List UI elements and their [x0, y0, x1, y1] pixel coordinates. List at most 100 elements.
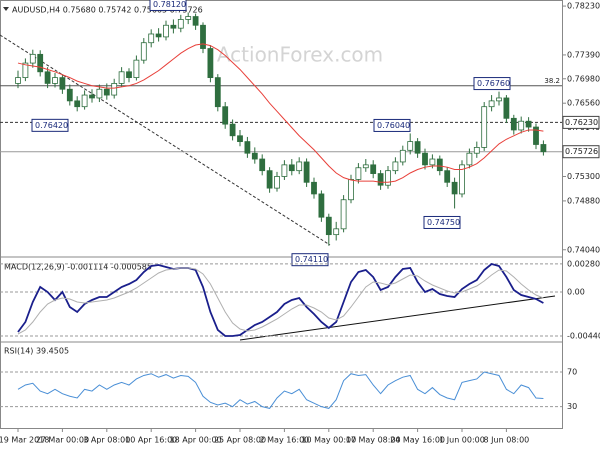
price-annotation-label: 0.76760 [477, 79, 510, 88]
candle-body [422, 152, 428, 166]
candle-body [333, 228, 340, 236]
candle-body [370, 164, 377, 174]
level-label: 0.76230 [565, 118, 598, 127]
price-annotation-label: 0.76040 [377, 121, 410, 130]
candle-body [37, 53, 44, 73]
indicator-line [17, 371, 544, 409]
candle-body [525, 120, 532, 128]
fib-label: 38.2 [544, 77, 560, 85]
x-tick-label: 19 Mar 2018 [0, 436, 49, 445]
price-annotation-label: 0.78120 [153, 0, 186, 9]
candle-body [281, 164, 288, 177]
candle-body [44, 71, 51, 84]
level-label: 0.75726 [565, 147, 598, 156]
candle-body [503, 97, 510, 119]
candle-body [377, 173, 384, 186]
candle-body [311, 181, 317, 195]
candle-body [348, 178, 354, 201]
candle-body [510, 117, 517, 131]
candle-body [481, 106, 488, 148]
indicator-line [17, 263, 544, 337]
indicator-title: RSI(14) 39.4505 [4, 347, 69, 356]
candle-body [118, 71, 125, 84]
candle-body [148, 33, 155, 44]
candle-body [488, 100, 495, 108]
indicator-title: MACD(12,26,9) -0.001114 -0.000585 [4, 263, 152, 272]
candle-body [266, 170, 273, 189]
candle-body [244, 141, 251, 154]
candle-body [451, 181, 458, 195]
candle-body [59, 77, 66, 90]
candle-body [407, 141, 414, 151]
candle-body [229, 123, 236, 137]
candle-body [362, 164, 369, 169]
candle-body [170, 24, 177, 29]
candle-body [29, 53, 36, 64]
candle-body [15, 77, 21, 84]
x-tick-label: 18 Apr 00:00 [170, 436, 222, 445]
candle-body [296, 161, 303, 172]
price-annotation [31, 118, 69, 132]
candle-body [66, 88, 73, 102]
price-annotation [149, 0, 187, 11]
trendline [0, 34, 331, 246]
candle-body [155, 33, 162, 38]
price-annotation [291, 253, 329, 267]
candle-body [140, 42, 147, 61]
y-tick-label: 0.75300 [567, 172, 600, 181]
y-tick-label: 0.002809 [567, 259, 600, 268]
y-tick-label: -0.004403 [567, 332, 600, 341]
y-tick-label: 0.77390 [567, 50, 600, 59]
x-tick-label: 2 May 16:00 [260, 436, 310, 445]
candle-body [392, 161, 399, 172]
price-annotation [473, 77, 511, 91]
candle-body [200, 24, 206, 49]
candle-body [177, 19, 184, 29]
candle-body [533, 126, 539, 145]
watermark: ActionForex.com [217, 43, 383, 67]
candle-body [385, 170, 391, 186]
candle-body [103, 88, 110, 96]
candle-body [518, 120, 525, 131]
y-tick-label: 0.74880 [567, 196, 600, 205]
candle-body [318, 193, 325, 218]
candle-body [214, 77, 221, 108]
chart-title: AUDUSD,H4 0.75680 0.75742 0.75665 0.7572… [12, 6, 203, 15]
candle-body [274, 176, 280, 189]
candle-body [444, 170, 451, 183]
candle-body [303, 161, 310, 183]
y-tick-label: 70 [567, 368, 577, 377]
y-tick-label: 0.76980 [567, 74, 600, 83]
y-tick-label: 30 [567, 402, 577, 411]
candle-body [414, 141, 421, 154]
candle-body [163, 24, 169, 38]
candle-body [96, 88, 103, 99]
x-tick-label: 3 Apr 08:00 [83, 436, 130, 445]
x-tick-label: 10 May 00:00 [301, 436, 356, 445]
price-annotation-label: 0.74110 [295, 255, 328, 264]
x-tick-label: 10 Apr 16:00 [125, 436, 177, 445]
candle-body [74, 100, 81, 108]
indicator-line [17, 267, 544, 335]
level-box [562, 145, 600, 159]
candle-body [89, 94, 95, 99]
candle-body [52, 77, 58, 84]
candle-body [222, 106, 229, 125]
price-annotation [423, 215, 461, 229]
y-tick-label: 0.76560 [567, 99, 600, 108]
candle-body [133, 59, 140, 79]
candle-body [473, 147, 480, 154]
candle-body [185, 16, 192, 20]
candle-body [259, 158, 266, 172]
x-tick-label: 25 Apr 08:00 [214, 436, 266, 445]
candle-body [192, 16, 199, 26]
candle-body [237, 135, 243, 142]
x-tick-label: 17 May 08:00 [346, 436, 401, 445]
candle-body [126, 71, 132, 79]
y-tick-label: 0.00 [567, 288, 585, 297]
candle-body [22, 62, 29, 79]
x-tick-label: 1 Jun 00:00 [439, 436, 485, 445]
x-tick-label: 27 Mar 00:00 [36, 436, 89, 445]
level-box [562, 115, 600, 129]
candle-body [429, 158, 436, 166]
